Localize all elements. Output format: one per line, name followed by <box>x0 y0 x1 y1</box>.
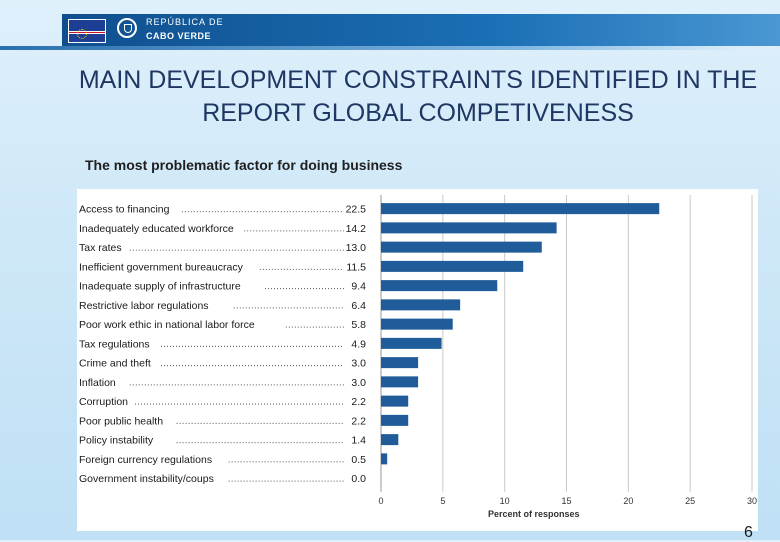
x-tick-label: 30 <box>747 496 757 506</box>
bar-2 <box>381 222 557 234</box>
national-emblem-icon <box>117 18 137 38</box>
x-tick-label: 0 <box>378 496 383 506</box>
bar-14 <box>381 453 388 465</box>
x-tick-label: 20 <box>623 496 633 506</box>
category-label: Inadequate supply of infrastructure <box>79 281 241 293</box>
header-band <box>62 14 780 46</box>
bar-13 <box>381 434 399 446</box>
country-label: CABO VERDE <box>146 31 212 41</box>
x-tick-label: 15 <box>561 496 571 506</box>
category-label: Access to financing <box>79 204 170 216</box>
value-label: 14.2 <box>346 223 367 235</box>
value-label: 6.4 <box>351 300 366 312</box>
x-tick-label: 25 <box>685 496 695 506</box>
bar-8 <box>381 337 442 349</box>
value-label: 22.5 <box>346 204 367 216</box>
bar-7 <box>381 318 453 330</box>
bar-3 <box>381 241 542 253</box>
category-label: Tax rates <box>79 242 122 254</box>
category-label: Inadequately educated workforce <box>79 223 234 235</box>
chart-subtitle: The most problematic factor for doing bu… <box>85 157 403 173</box>
x-tick-label: 5 <box>440 496 445 506</box>
x-tick-label: 10 <box>500 496 510 506</box>
bar-6 <box>381 299 461 311</box>
category-label: Inflation <box>79 377 116 389</box>
value-label: 1.4 <box>351 435 366 447</box>
value-label: 0.0 <box>351 473 366 485</box>
category-label: Crime and theft <box>79 358 151 370</box>
bar-4 <box>381 260 524 272</box>
category-label: Tax regulations <box>79 338 150 350</box>
value-label: 2.2 <box>351 396 366 408</box>
value-label: 11.5 <box>346 261 366 273</box>
bar-chart: Access to financing 22.5 Inadequately educ… <box>79 195 757 519</box>
chart-panel: Access to financing 22.5 Inadequately educ… <box>77 189 758 531</box>
value-label: 2.2 <box>351 415 366 427</box>
category-label: Poor public health <box>79 415 163 427</box>
category-label: Policy instability <box>79 435 154 447</box>
category-label: Poor work ethic in national labor force <box>79 319 255 331</box>
value-label: 0.5 <box>351 454 366 466</box>
category-label: Foreign currency regulations <box>79 454 212 466</box>
value-label: 3.0 <box>351 377 366 389</box>
value-label: 9.4 <box>351 281 366 293</box>
bar-5 <box>381 280 498 292</box>
republic-label: REPÚBLICA DE <box>146 17 224 27</box>
bar-1 <box>381 203 660 215</box>
x-axis-label: Percent of responses <box>488 509 580 519</box>
slide-title: MAIN DEVELOPMENT CONSTRAINTS IDENTIFIED … <box>78 66 758 127</box>
value-label: 5.8 <box>351 319 366 331</box>
header-divider <box>0 46 740 50</box>
category-label: Government instability/coups <box>79 473 214 485</box>
value-label: 4.9 <box>351 338 366 350</box>
category-label: Corruption <box>79 396 128 408</box>
cape-verde-flag-icon <box>68 19 106 43</box>
bar-10 <box>381 376 419 388</box>
category-label: Inefficient government bureaucracy <box>79 261 244 273</box>
value-label: 13.0 <box>346 242 367 254</box>
category-label: Restrictive labor regulations <box>79 300 209 312</box>
bar-11 <box>381 395 409 407</box>
page-number: 6 <box>744 524 753 541</box>
bar-12 <box>381 414 409 426</box>
value-label: 3.0 <box>351 358 366 370</box>
bar-9 <box>381 357 419 369</box>
